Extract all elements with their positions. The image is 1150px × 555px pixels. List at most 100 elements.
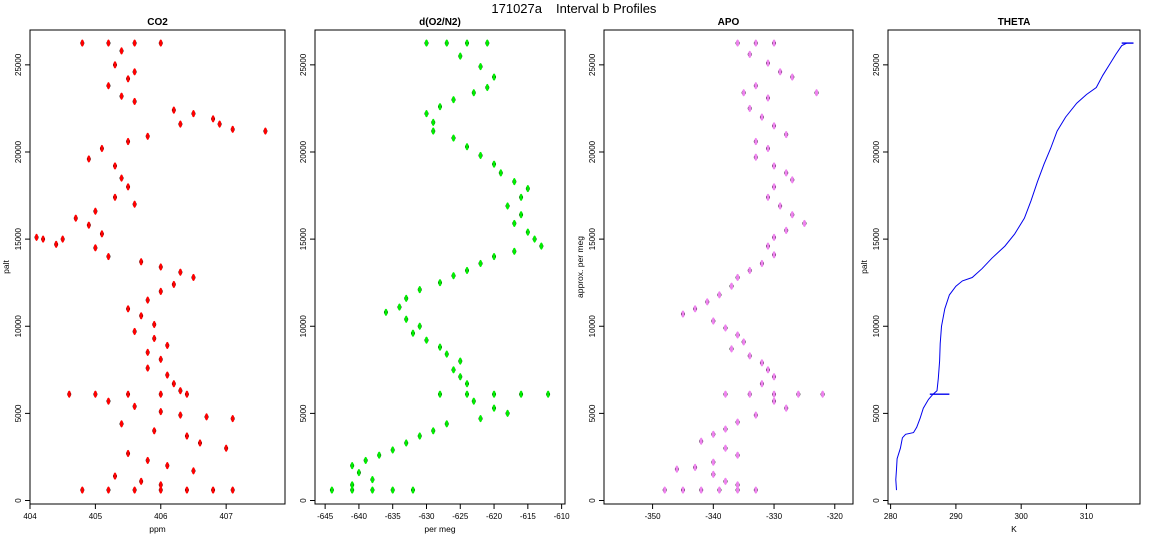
co2-data-point-mean — [87, 221, 91, 229]
o2n2-data-point-mean — [445, 420, 449, 428]
co2-data-point-mean — [139, 312, 143, 320]
theta-panel: THETA 280 290 300 310 0 5000 10000 15000 20000 250… — [859, 17, 1141, 534]
o2n2-data-point-mean — [438, 343, 442, 351]
o2n2-y-tick-label: 5000 — [299, 404, 308, 422]
apo-data-point-mean — [772, 39, 776, 47]
co2-data-point-mean — [106, 397, 111, 405]
o2n2-data-point-mean — [478, 415, 483, 423]
apo-data-point-mean — [748, 104, 752, 113]
o2n2-data-point-mean — [445, 39, 449, 47]
apo-data-point-mean — [736, 39, 740, 47]
o2n2-x-tick-label: -610 — [554, 512, 571, 521]
apo-data-point-mean — [754, 486, 758, 494]
co2-data-point-mean — [139, 258, 143, 266]
o2n2-data-point-mean — [391, 486, 395, 494]
apo-data-point-mean — [748, 390, 752, 398]
apo-data-point-mean — [784, 130, 788, 139]
co2-data-point-mean — [185, 486, 189, 494]
o2n2-data-point-mean — [458, 373, 462, 381]
o2n2-data-point-mean — [519, 193, 523, 201]
apo-data-point-mean — [717, 486, 721, 494]
co2-plot-frame — [29, 29, 286, 505]
o2n2-data-point-mean — [458, 52, 462, 60]
co2-y-tick-label: 25000 — [14, 53, 23, 76]
co2-x-axis-label: ppm — [149, 524, 166, 534]
co2-data-point-mean — [113, 193, 117, 201]
apo-data-point-mean — [766, 59, 770, 67]
o2n2-data-point-mean — [404, 315, 408, 323]
page-title-id: 171027a — [491, 1, 542, 16]
apo-data-point-mean — [754, 82, 758, 90]
co2-data-point-mean — [159, 486, 163, 494]
o2n2-data-point-mean — [397, 303, 402, 311]
apo-data-point-mean — [754, 153, 758, 161]
apo-y-tick-label: 25000 — [588, 53, 597, 76]
co2-x-tick-label: 406 — [154, 512, 168, 521]
o2n2-data-point-mean — [438, 390, 442, 398]
co2-data-point-mean — [133, 68, 137, 76]
co2-data-point-mean — [231, 125, 235, 133]
apo-data-point-mean — [693, 463, 697, 472]
o2n2-data-point-mean — [424, 336, 429, 344]
o2n2-data-point-mean — [465, 143, 469, 151]
apo-y-tick-label: 15000 — [588, 227, 597, 250]
theta-plot-frame — [887, 29, 1141, 505]
co2-data-point-mean — [172, 106, 176, 114]
co2-data-point-mean — [93, 207, 97, 215]
co2-data-point-mean — [191, 467, 196, 475]
co2-data-point-mean — [211, 115, 215, 123]
apo-data-point-mean — [723, 444, 728, 452]
o2n2-data-point-mean — [512, 219, 516, 228]
apo-data-point-mean — [760, 113, 764, 121]
co2-data-point-mean — [159, 408, 163, 416]
apo-data-point-mean — [760, 380, 764, 388]
theta-x-tick-label: 300 — [1015, 512, 1029, 521]
co2-data-point-mean — [231, 486, 235, 494]
co2-data-point-mean — [113, 472, 117, 480]
theta-y-tick-label: 10000 — [872, 315, 881, 338]
o2n2-data-point-mean — [451, 272, 456, 280]
o2n2-y-tick-label: 0 — [299, 498, 308, 503]
o2n2-data-point-mean — [418, 432, 422, 440]
co2-data-point-mean — [106, 486, 111, 494]
co2-y-tick-label: 20000 — [14, 140, 23, 163]
o2n2-data-point-mean — [451, 134, 456, 142]
o2n2-y-tick-label: 10000 — [299, 315, 308, 338]
co2-data-point-mean — [185, 432, 189, 440]
co2-data-point-mean — [126, 449, 130, 458]
apo-data-point-mean — [729, 345, 734, 353]
apo-data-point-mean — [736, 451, 740, 459]
co2-y-tick-label: 10000 — [14, 315, 23, 338]
co2-data-point-mean — [106, 39, 111, 47]
o2n2-data-point-mean — [512, 178, 516, 186]
o2n2-data-point-mean — [424, 39, 429, 47]
apo-data-point-mean — [754, 411, 758, 419]
o2n2-data-point-mean — [330, 486, 334, 494]
theta-x-tick-label: 310 — [1080, 512, 1094, 521]
apo-data-point-mean — [699, 486, 703, 494]
apo-data-point-mean — [784, 226, 788, 235]
apo-data-point-mean — [772, 397, 776, 405]
apo-data-point-mean — [760, 359, 764, 367]
apo-data-point-mean — [693, 305, 697, 313]
co2-data-point-mean — [100, 144, 104, 153]
co2-data-point-mean — [80, 486, 84, 494]
o2n2-data-point-mean — [431, 127, 435, 135]
o2n2-data-point-mean — [445, 350, 449, 358]
apo-data-point-mean — [723, 324, 728, 332]
co2-data-point-mean — [119, 92, 124, 100]
co2-data-point-mean — [126, 305, 130, 313]
o2n2-data-point-mean — [472, 397, 476, 405]
apo-data-point-mean — [766, 242, 770, 250]
co2-y-tick-label: 5000 — [14, 404, 23, 422]
co2-data-point-mean — [211, 486, 215, 494]
theta-y-tick-label: 0 — [872, 498, 881, 503]
o2n2-x-tick-label: -615 — [520, 512, 537, 521]
o2n2-x-tick-label: -640 — [351, 512, 368, 521]
co2-data-point-mean — [106, 252, 111, 261]
co2-data-point-mean — [87, 155, 91, 163]
apo-data-point-mean — [790, 176, 794, 184]
o2n2-data-point-mean — [465, 39, 469, 47]
co2-x-tick-label: 407 — [219, 512, 233, 521]
o2n2-data-point-mean — [350, 486, 354, 494]
